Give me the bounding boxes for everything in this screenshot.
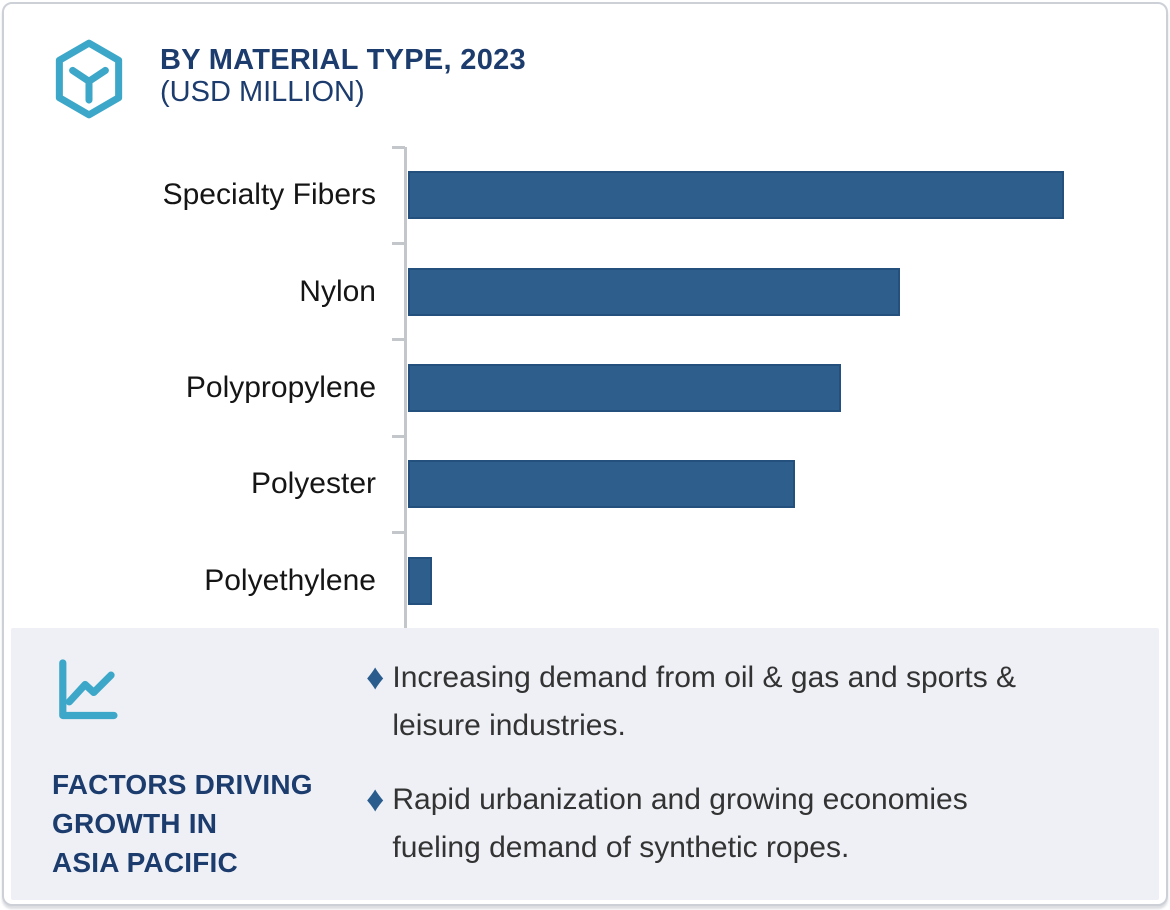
bar-polypropylene	[408, 363, 841, 412]
bar-nylon	[408, 267, 900, 316]
bar-specialty-fibers	[408, 171, 1064, 220]
category-label: Nylon	[299, 274, 376, 308]
factors-left-block: FACTORS DRIVING GROWTH IN ASIA PACIFIC	[52, 656, 352, 882]
y-axis-line	[404, 147, 407, 629]
chart-row: Polyester	[4, 436, 1168, 532]
axis-tick	[392, 434, 405, 438]
chart-subtitle: (USD MILLION)	[160, 76, 365, 108]
hexagon-cube-icon	[55, 39, 123, 119]
chart-row: Specialty Fibers	[4, 147, 1168, 243]
factors-title: FACTORS DRIVING GROWTH IN ASIA PACIFIC	[52, 769, 313, 878]
title-block: BY MATERIAL TYPE, 2023 (USD MILLION)	[160, 44, 526, 109]
chart-title: BY MATERIAL TYPE, 2023	[160, 44, 526, 76]
bar-polyethylene	[408, 556, 432, 605]
category-label: Specialty Fibers	[162, 178, 376, 212]
bar-chart: Specialty Fibers Nylon Polypropylene Polyes…	[4, 145, 1168, 631]
category-label: Polyester	[250, 467, 376, 501]
bullet-item: ♦ Increasing demand from oil & gas and sp…	[366, 654, 1156, 750]
bullet-item: ♦ Rapid urbanization and growing economie…	[366, 776, 1156, 872]
diamond-bullet-icon: ♦	[366, 656, 385, 697]
factors-panel: FACTORS DRIVING GROWTH IN ASIA PACIFIC ♦…	[11, 628, 1159, 900]
bar-polyester	[408, 460, 795, 509]
diamond-bullet-icon: ♦	[366, 778, 385, 819]
bullet-text: Increasing demand from oil & gas and spo…	[392, 661, 1017, 742]
chart-header: BY MATERIAL TYPE, 2023 (USD MILLION)	[50, 38, 526, 120]
category-label: Polyethylene	[204, 563, 376, 597]
factors-list: ♦ Increasing demand from oil & gas and sp…	[366, 654, 1156, 898]
axis-tick	[392, 531, 405, 535]
chart-row: Polypropylene	[4, 340, 1168, 436]
chart-row: Polyethylene	[4, 533, 1168, 629]
category-label: Polypropylene	[185, 370, 376, 404]
axis-tick	[392, 338, 405, 342]
axis-tick	[392, 241, 405, 245]
chart-row: Nylon	[4, 243, 1168, 339]
axis-tick	[392, 145, 405, 149]
line-chart-icon	[59, 659, 118, 720]
bullet-text: Rapid urbanization and growing economies…	[392, 783, 968, 864]
